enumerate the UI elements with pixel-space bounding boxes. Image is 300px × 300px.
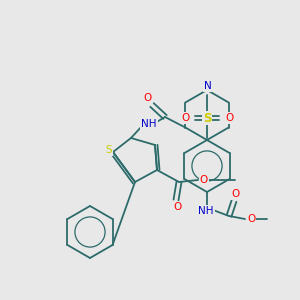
Text: N: N (204, 81, 212, 91)
Text: O: O (200, 175, 208, 185)
Text: NH: NH (198, 206, 214, 216)
Text: S: S (203, 112, 211, 124)
Text: S: S (106, 145, 112, 155)
Text: NH: NH (141, 119, 157, 129)
Text: O: O (225, 113, 233, 123)
Text: O: O (173, 202, 181, 212)
Text: O: O (232, 189, 240, 199)
Text: O: O (144, 93, 152, 103)
Text: O: O (247, 214, 255, 224)
Text: O: O (181, 113, 189, 123)
